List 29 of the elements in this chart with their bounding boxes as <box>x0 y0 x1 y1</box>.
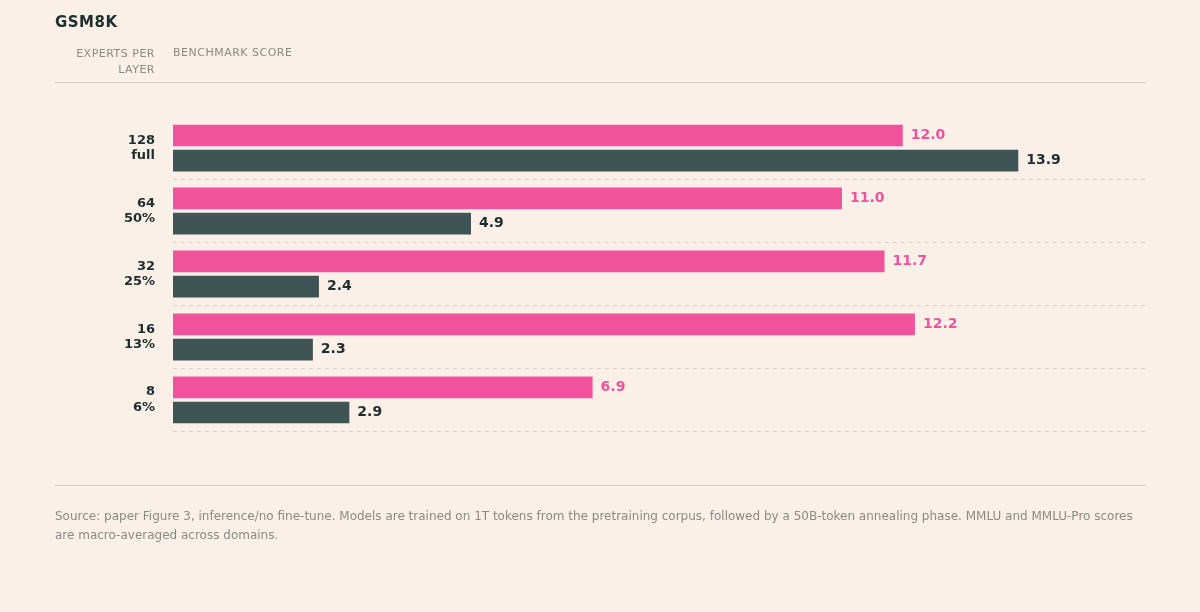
data-label: 2.9 <box>357 403 383 420</box>
y-tick-label: 128 full <box>127 131 155 163</box>
bar <box>173 212 471 235</box>
bar <box>173 149 1019 172</box>
data-label: 2.3 <box>320 340 346 357</box>
bar <box>173 313 915 336</box>
source-note: Source: paper Figure 3, inference/no fine-tune. Models are trained on 1T tokens from the pretraining corpus, followed by a 50B-token annealing phase. MMLU and MMLU-Pro scores are macro-averaged across domains. <box>55 508 1134 544</box>
y-tick-label: 16 13% <box>123 320 155 352</box>
data-label: 6.9 <box>600 377 626 394</box>
data-label: 12.2 <box>922 315 958 332</box>
data-label: 13.9 <box>1026 151 1061 168</box>
y-axis-title: EXPERTS PER LAYER <box>75 46 155 78</box>
bar <box>173 376 593 399</box>
bar <box>173 187 842 210</box>
y-tick-label: 32 25% <box>123 257 155 289</box>
text: BENCHMARK SCORE <box>173 46 293 59</box>
y-tick-label: 8 6% <box>132 383 155 415</box>
data-label: 2.4 <box>326 277 353 294</box>
data-label: 11.0 <box>849 189 885 206</box>
bar <box>173 275 319 298</box>
data-label: 4.9 <box>478 214 504 231</box>
bar <box>173 338 313 361</box>
data-label: 12.0 <box>910 126 946 143</box>
bar <box>173 250 885 273</box>
bar <box>173 124 903 147</box>
data-label: 11.7 <box>892 252 928 269</box>
y-tick-label: 64 50% <box>123 194 155 226</box>
bar <box>173 401 350 424</box>
chart-title: GSM8K <box>55 13 118 31</box>
